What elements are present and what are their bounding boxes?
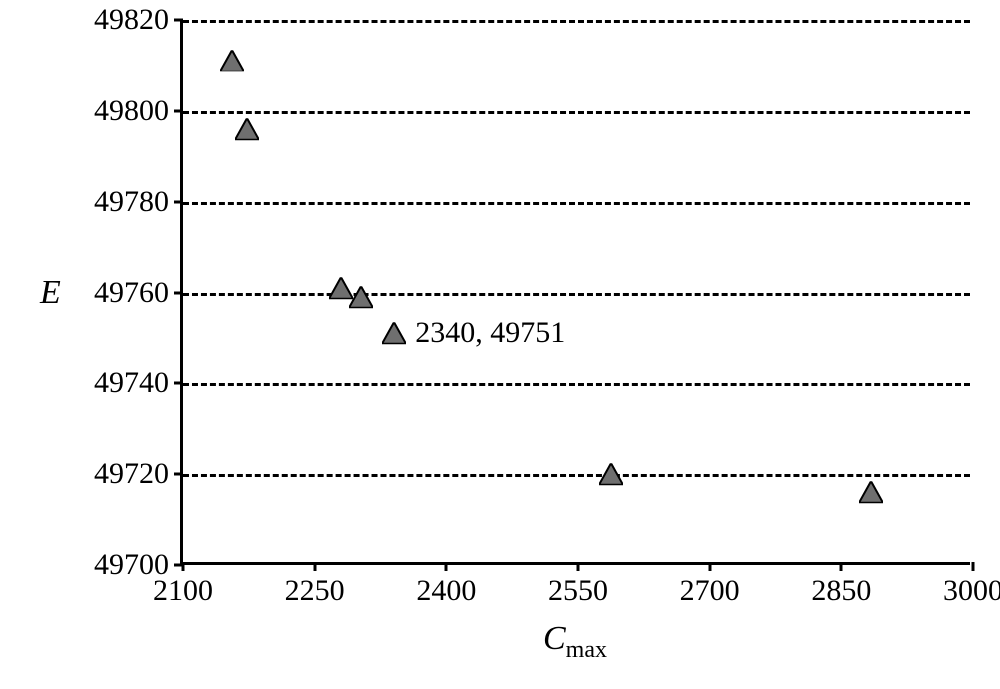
triangle-marker (859, 482, 883, 504)
triangle-marker (349, 286, 373, 308)
gridline (183, 383, 970, 386)
y-tick-mark (174, 109, 183, 112)
x-tick-label: 2250 (285, 574, 345, 608)
y-tick-label: 49760 (94, 276, 169, 310)
x-tick-mark (577, 562, 580, 571)
gridline (183, 202, 970, 205)
y-tick-mark (174, 473, 183, 476)
y-tick-label: 49820 (94, 3, 169, 37)
x-axis-title: Cmax (543, 620, 607, 664)
x-tick-mark (182, 562, 185, 571)
y-axis-title: E (40, 274, 61, 312)
x-tick-mark (313, 562, 316, 571)
y-tick-label: 49720 (94, 457, 169, 491)
y-tick-label: 49800 (94, 94, 169, 128)
gridline (183, 293, 970, 296)
x-tick-label: 2550 (548, 574, 608, 608)
x-tick-mark (708, 562, 711, 571)
gridline (183, 20, 970, 23)
x-tick-label: 2700 (680, 574, 740, 608)
triangle-marker (235, 118, 259, 140)
x-tick-label: 2850 (811, 574, 871, 608)
triangle-marker (220, 50, 244, 72)
x-tick-mark (840, 562, 843, 571)
x-tick-mark (445, 562, 448, 571)
x-tick-label: 2100 (153, 574, 213, 608)
triangle-marker (382, 323, 406, 345)
scatter-chart: 4970049720497404976049780498004982021002… (0, 0, 1000, 689)
y-tick-mark (174, 291, 183, 294)
y-tick-label: 49780 (94, 185, 169, 219)
plot-area: 4970049720497404976049780498004982021002… (180, 20, 970, 565)
gridline (183, 474, 970, 477)
x-tick-label: 2400 (416, 574, 476, 608)
x-tick-label: 3000 (943, 574, 1000, 608)
triangle-marker (599, 463, 623, 485)
gridline (183, 111, 970, 114)
y-tick-mark (174, 19, 183, 22)
y-tick-mark (174, 200, 183, 203)
y-tick-label: 49740 (94, 366, 169, 400)
y-tick-mark (174, 382, 183, 385)
data-point-label: 2340, 49751 (415, 316, 565, 350)
x-tick-mark (972, 562, 975, 571)
